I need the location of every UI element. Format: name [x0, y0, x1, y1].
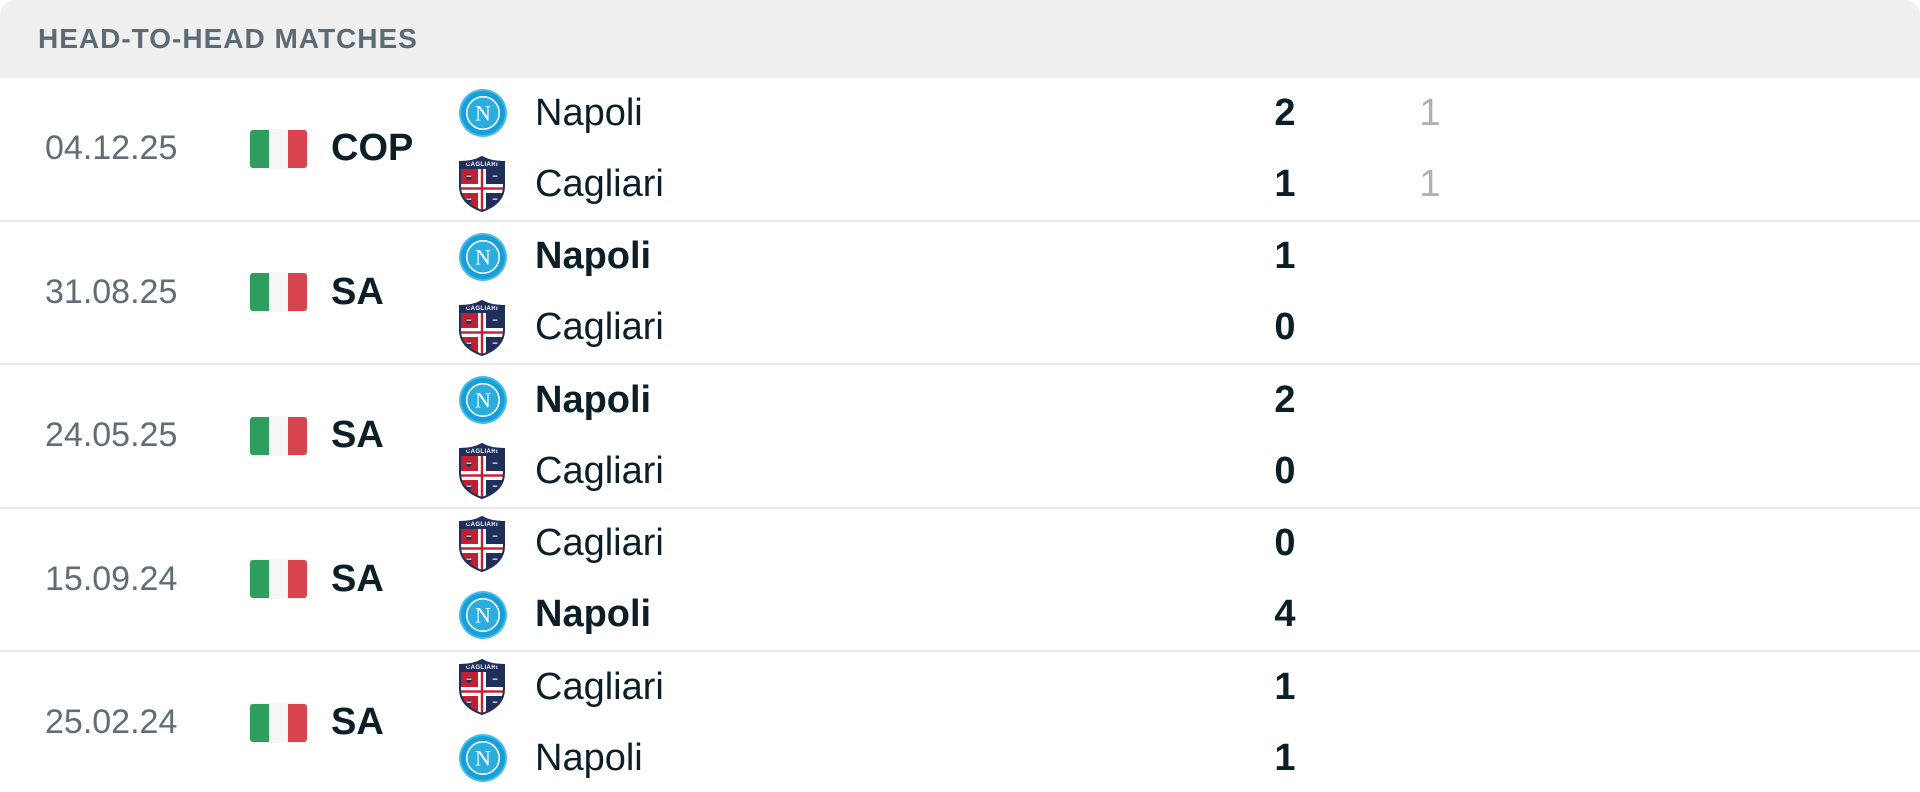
team-name: Cagliari — [535, 665, 664, 708]
team-name: Napoli — [535, 378, 652, 421]
cagliari-logo-icon — [459, 300, 505, 356]
cagliari-logo-icon — [459, 516, 505, 572]
team-secondary-score: 1 — [1419, 91, 1441, 134]
match-date: 25.02.24 — [45, 703, 178, 742]
napoli-logo-icon — [459, 734, 507, 783]
cagliari-logo-icon — [459, 659, 505, 715]
competition-code: SA — [331, 701, 384, 744]
team-score: 2 — [1274, 378, 1296, 421]
team-score: 0 — [1274, 306, 1296, 349]
team-score: 4 — [1274, 593, 1296, 636]
team-score: 1 — [1274, 665, 1296, 708]
italy-flag-icon — [250, 560, 307, 599]
team-name: Cagliari — [535, 306, 664, 349]
match-date: 24.05.25 — [45, 416, 178, 455]
h2h-rows: 04.12.25 COP Napoli 2 1 Cagliari 1 1 31.… — [0, 78, 1920, 792]
match-date: 04.12.25 — [45, 129, 178, 168]
competition-code: SA — [331, 270, 384, 313]
section-title: HEAD-TO-HEAD MATCHES — [38, 23, 418, 54]
italy-flag-icon — [250, 129, 307, 168]
cagliari-logo-icon — [459, 156, 505, 212]
section-header: HEAD-TO-HEAD MATCHES — [0, 0, 1920, 78]
competition-cell: COP — [250, 127, 455, 170]
italy-flag-icon — [250, 273, 307, 312]
competition-cell: SA — [250, 701, 455, 744]
team-score: 1 — [1274, 162, 1296, 205]
cagliari-logo-icon — [459, 443, 505, 499]
competition-cell: SA — [250, 558, 455, 601]
match-row[interactable]: 15.09.24 SA Cagliari 0 Napoli 4 — [0, 508, 1920, 652]
team-name: Napoli — [535, 235, 652, 278]
competition-code: SA — [331, 557, 384, 600]
match-row[interactable]: 31.08.25 SA Napoli 1 Cagliari 0 — [0, 221, 1920, 365]
match-row[interactable]: 04.12.25 COP Napoli 2 1 Cagliari 1 1 — [0, 78, 1920, 222]
napoli-logo-icon — [459, 89, 507, 138]
team-score: 1 — [1274, 736, 1296, 779]
team-score: 2 — [1274, 91, 1296, 134]
italy-flag-icon — [250, 416, 307, 455]
team-secondary-score: 1 — [1419, 162, 1441, 205]
competition-code: SA — [331, 414, 384, 457]
napoli-logo-icon — [459, 376, 507, 425]
italy-flag-icon — [250, 703, 307, 742]
team-name: Cagliari — [535, 449, 664, 492]
team-score: 0 — [1274, 449, 1296, 492]
competition-code: COP — [331, 127, 414, 170]
team-name: Napoli — [535, 593, 652, 636]
team-name: Cagliari — [535, 522, 664, 565]
team-name: Napoli — [535, 736, 643, 779]
match-date: 15.09.24 — [45, 559, 178, 598]
team-score: 1 — [1274, 235, 1296, 278]
match-row[interactable]: 25.02.24 SA Cagliari 1 Napoli 1 — [0, 652, 1920, 792]
competition-cell: SA — [250, 414, 455, 457]
match-date: 31.08.25 — [45, 272, 178, 311]
team-score: 0 — [1274, 522, 1296, 565]
napoli-logo-icon — [459, 590, 507, 639]
competition-cell: SA — [250, 271, 455, 314]
team-name: Cagliari — [535, 162, 664, 205]
match-row[interactable]: 24.05.25 SA Napoli 2 Cagliari 0 — [0, 365, 1920, 509]
team-name: Napoli — [535, 91, 643, 134]
napoli-logo-icon — [459, 232, 507, 281]
